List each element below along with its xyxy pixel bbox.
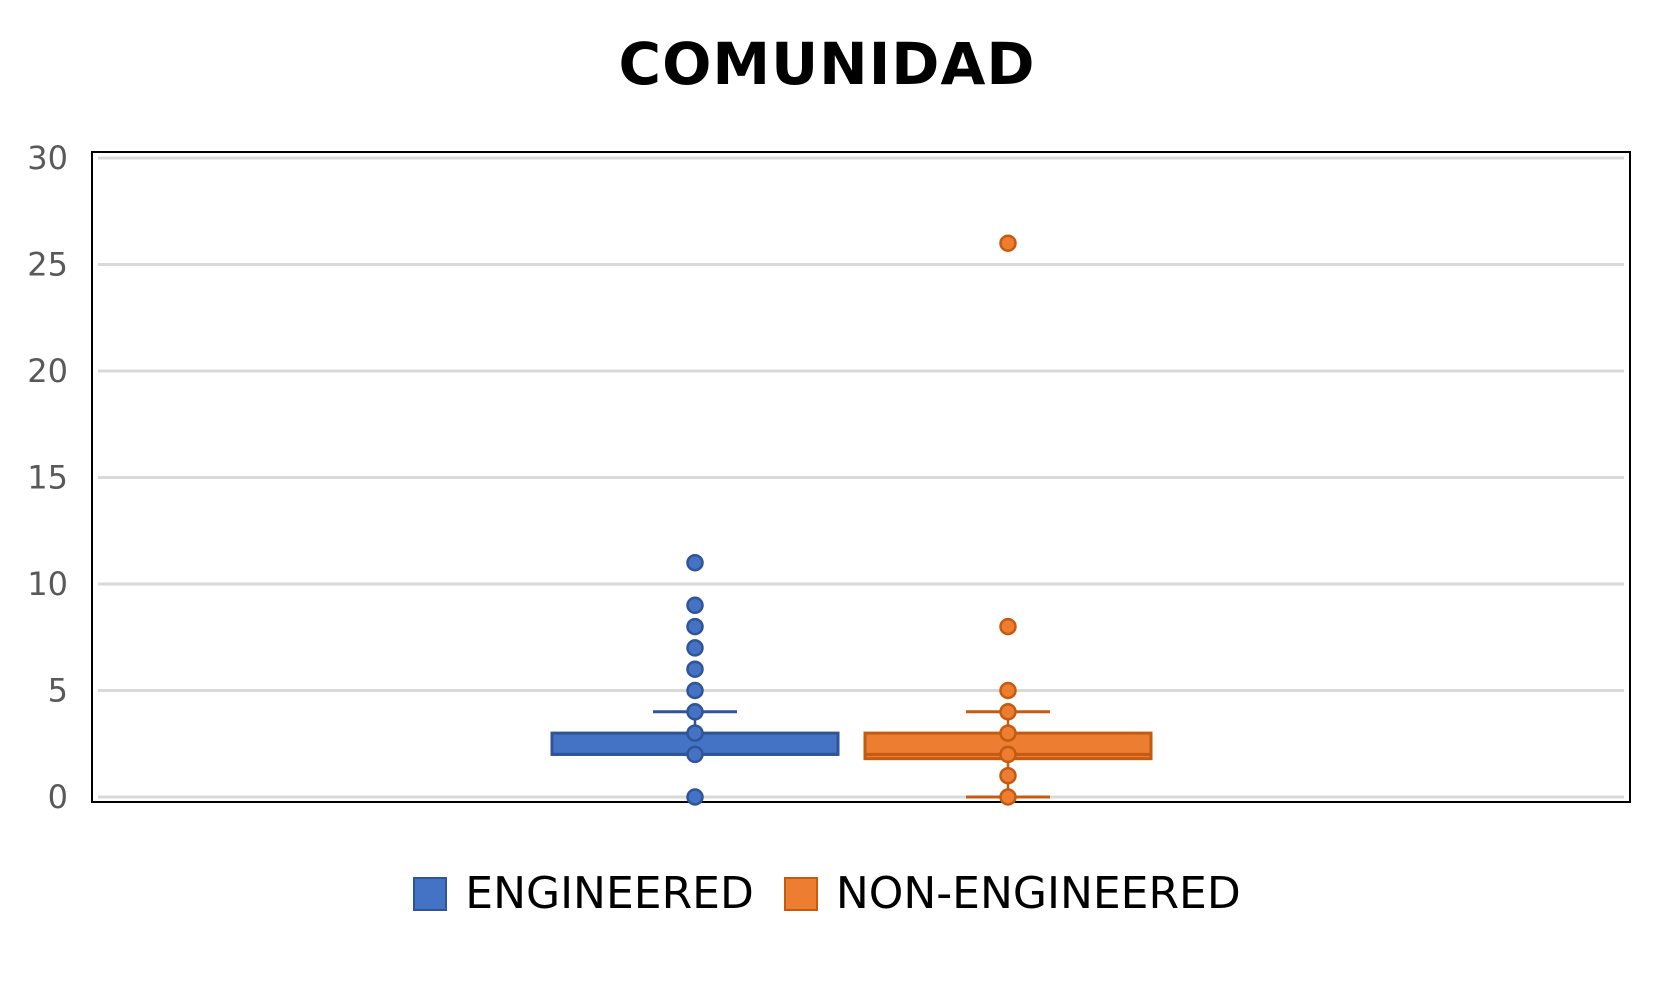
gridlines — [98, 156, 1624, 799]
plot-area-border — [91, 151, 1631, 803]
data-point — [999, 681, 1017, 700]
data-point — [686, 596, 704, 615]
y-tick-label: 5 — [48, 672, 68, 710]
y-tick-label: 15 — [27, 459, 68, 497]
data-point — [686, 639, 704, 657]
data-point — [686, 703, 704, 721]
data-point — [999, 234, 1017, 252]
legend-swatch — [783, 876, 818, 911]
data-point — [999, 724, 1017, 742]
data-point — [999, 617, 1017, 636]
data-point — [999, 745, 1017, 764]
data-point — [999, 703, 1017, 721]
data-point — [686, 745, 704, 764]
data-point — [999, 788, 1017, 806]
series-layer — [550, 234, 1153, 806]
legend-item-engineered: ENGINEERED — [413, 868, 754, 919]
legend-item-non-engineered: NON-ENGINEERED — [783, 868, 1241, 919]
y-tick-label: 30 — [27, 139, 68, 177]
y-tick-label: 0 — [48, 778, 68, 816]
y-axis: 0 5 10 15 20 25 30 — [27, 139, 68, 816]
chart-title: COMUNIDAD — [618, 30, 1036, 98]
legend-label: ENGINEERED — [465, 868, 754, 919]
data-point — [686, 724, 704, 742]
y-tick-label: 20 — [27, 352, 68, 390]
data-point — [686, 553, 704, 572]
series-non-engineered — [863, 234, 1153, 806]
y-tick-label: 10 — [27, 565, 68, 603]
data-point — [686, 617, 704, 636]
series-engineered — [550, 553, 840, 806]
legend-label: NON-ENGINEERED — [835, 868, 1241, 919]
y-tick-label: 25 — [27, 246, 68, 284]
data-point — [686, 788, 704, 806]
legend-swatch — [413, 876, 448, 911]
data-point — [686, 660, 704, 678]
data-point — [999, 766, 1017, 785]
legend: ENGINEERED NON-ENGINEERED — [0, 868, 1654, 919]
data-point — [686, 681, 704, 700]
